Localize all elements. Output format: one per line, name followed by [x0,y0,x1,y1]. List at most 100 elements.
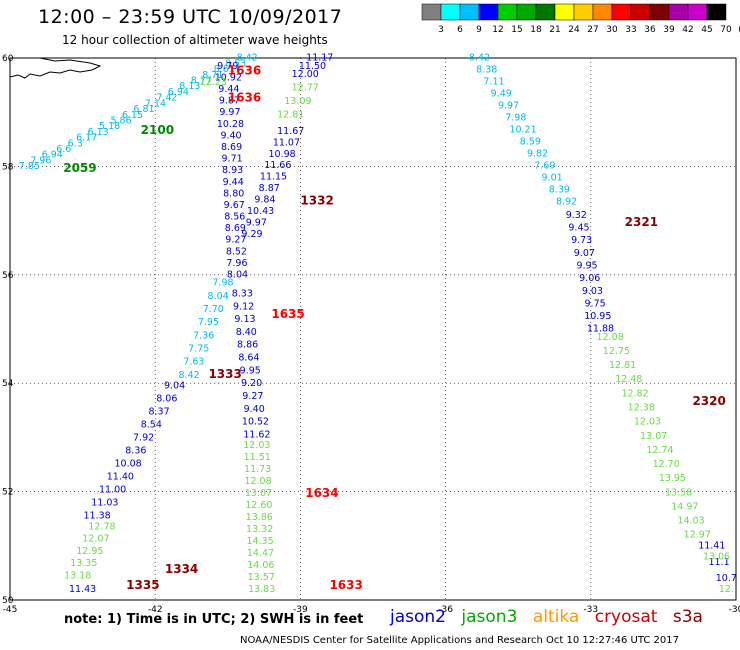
greenland-coast [9,57,102,79]
wave-height-value: 6.17 [76,133,97,144]
wave-height-value: 7.63 [183,357,204,368]
wave-height-value: 11.40 [107,472,134,483]
wave-height-value: 7.96 [226,258,247,269]
pass-time-label: 2320 [692,394,725,408]
wave-height-value: 14.35 [246,536,273,547]
wave-height-value: 10.21 [509,125,536,136]
wave-height-value: 8.69 [225,223,246,234]
wave-height-value: 11.00 [99,485,126,496]
wave-height-value: 9.95 [240,365,261,376]
wave-height-value: 11.15 [260,172,287,183]
pass-labels: 2100 2059 1636 1636 1332 2321 1635 1333 2320 1634… [63,63,726,592]
scale-label: (ft) [738,25,740,35]
scale-label: 3 [438,25,444,35]
wave-height-value: 10.08 [114,459,141,470]
wave-height-value: 12.95 [76,546,103,557]
x-tick-label: -39 [293,605,308,615]
wave-height-value: 9.44 [223,177,244,188]
track-east-green: 12.08 12.75 12.81 12.48 12.82 12.38 12.03 13.07… [597,332,711,541]
wave-height-value: 10.52 [242,417,269,428]
track-alt-green-top: 12.23 [200,77,227,88]
wave-height-value: 12.78 [88,522,115,533]
scale-label: 21 [549,25,560,35]
wave-height-value: 12.77 [292,83,319,94]
scale-label: 36 [644,25,656,35]
wave-height-value: 12.75 [603,346,630,357]
wave-height-value: 13.35 [70,558,97,569]
wave-height-value: 9.79 [217,61,238,72]
wave-height-value: 12.03 [634,417,661,428]
wave-height-value: 8.53 [225,58,246,69]
map-frame [9,57,737,601]
wave-height-value: 12.70 [653,459,680,470]
wave-height-value: 8.06 [156,394,177,405]
wave-height-value: 11.03 [91,498,118,509]
wave-height-value: 7.85 [19,161,40,172]
wave-height-value: 6.6 [56,144,71,155]
wave-height-value: 6.94 [42,150,63,161]
y-tick-label: 50 [2,596,14,606]
scale-label: 18 [530,25,542,35]
wave-height-value: 7.95 [198,317,219,328]
wave-height-value: 6.94 [168,87,189,98]
track-blue-mid-right: 8.33 9.12 9.13 8.40 8.86 8.649.95 9.20 9.27 9.40… [232,288,271,440]
track-cyan-mid: 7.98 8.04 7.70 7.95 7.36 7.75 7.63 8.42 [179,278,234,381]
legend-altika: altika [532,607,580,627]
x-tick-label: -30 [729,605,740,615]
wave-height-value: 12.48 [615,374,642,385]
wave-height-value: 9.95 [576,260,597,271]
y-tick-label: 54 [2,379,14,389]
wave-height-value: 9.29 [241,229,262,240]
scale-label: 45 [701,25,712,35]
wave-height-value: 12.81 [277,110,304,121]
wave-height-value: 8.04 [208,291,229,302]
wave-height-value: 8.04 [227,270,248,281]
track-east-blue-bottom: 11.41 11.1 10.7 [698,541,737,585]
wave-height-value: 11.66 [264,160,291,171]
map-title: 12:00 – 23:59 UTC 10/09/2017 [38,6,343,28]
scale-label: 27 [587,25,598,35]
legend-jason2: jason2 [390,607,446,627]
x-tick-label: -33 [583,605,598,615]
wave-height-value: 9.71 [222,154,243,165]
scale-label: 15 [511,25,522,35]
wave-height-value: 7.92 [133,433,154,444]
wave-height-value: 8.56 [224,212,245,223]
wave-height-value: 11.38 [84,511,111,522]
wave-height-value: 9.12 [233,301,254,312]
wave-height-value: 6.3 [68,138,83,149]
footer-note: note: 1) Time is in UTC; 2) SWH is in fe… [64,612,364,627]
wave-height-value: 7.11 [483,77,504,88]
pass-time-label: 1634 [305,486,338,500]
wave-height-value: 8.36 [125,446,146,457]
wave-height-value: 9.40 [244,404,265,415]
scale-label: 9 [476,25,482,35]
wave-height-value: 10.98 [269,149,296,160]
pass-time-label: 1333 [208,367,241,381]
wave-height-value: 7.98 [212,278,233,289]
credit-line: NOAA/NESDIS Center for Satellite Applica… [240,635,679,646]
wave-height-value: 7.36 [193,330,214,341]
wave-height-value: 8.77 [191,76,212,87]
wave-height-value: 9.67 [224,200,245,211]
wave-height-value: 13.95 [659,473,686,484]
wave-height-value: 13.32 [246,524,273,535]
scale-label: 24 [568,25,580,35]
wave-height-value: 9.20 [241,378,262,389]
wave-height-value: 12.08 [244,476,271,487]
wave-height-value: 9.06 [579,273,600,284]
wave-height-value: 8.71 [202,70,223,81]
wave-height-value: 9.82 [527,148,548,159]
wave-height-value: 12.03 [243,440,270,451]
wave-height-value: 7.98 [505,113,526,124]
wave-height-value: 14.97 [671,501,698,512]
wave-height-value: 13.07 [640,431,667,442]
wave-height-value: 10.43 [247,206,274,217]
wave-height-value: 8.37 [148,407,169,418]
wave-height-value: 13.86 [246,512,273,523]
legend-jason3: jason3 [461,607,518,627]
map-border [9,57,737,601]
wave-height-value: 9.32 [566,210,587,221]
